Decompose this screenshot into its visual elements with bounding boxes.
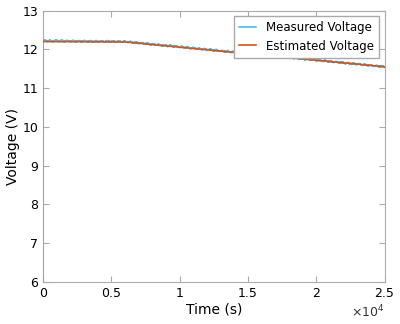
Legend: Measured Voltage, Estimated Voltage: Measured Voltage, Estimated Voltage	[234, 17, 379, 58]
Measured Voltage	[54, 39, 58, 42]
Measured Voltage	[108, 40, 112, 44]
Y-axis label: Voltage (V): Voltage (V)	[6, 108, 20, 185]
X-axis label: Time (s): Time (s)	[186, 303, 242, 317]
Estimated Voltage	[41, 40, 46, 43]
Measured Voltage	[141, 41, 146, 45]
Estimated Voltage	[382, 65, 387, 69]
Measured Voltage	[41, 280, 46, 284]
Estimated Voltage	[346, 61, 350, 65]
Estimated Voltage	[173, 45, 178, 49]
Estimated Voltage	[231, 51, 236, 54]
Estimated Voltage	[319, 59, 324, 63]
Measured Voltage	[42, 38, 47, 42]
Line: Estimated Voltage: Estimated Voltage	[43, 41, 384, 67]
Estimated Voltage	[48, 40, 52, 44]
Text: $\times10^{4}$: $\times10^{4}$	[351, 304, 384, 320]
Measured Voltage	[106, 39, 111, 43]
Line: Measured Voltage: Measured Voltage	[43, 40, 384, 282]
Measured Voltage	[382, 65, 387, 69]
Measured Voltage	[216, 49, 221, 53]
Estimated Voltage	[43, 40, 48, 43]
Measured Voltage	[73, 39, 78, 43]
Estimated Voltage	[333, 60, 338, 64]
